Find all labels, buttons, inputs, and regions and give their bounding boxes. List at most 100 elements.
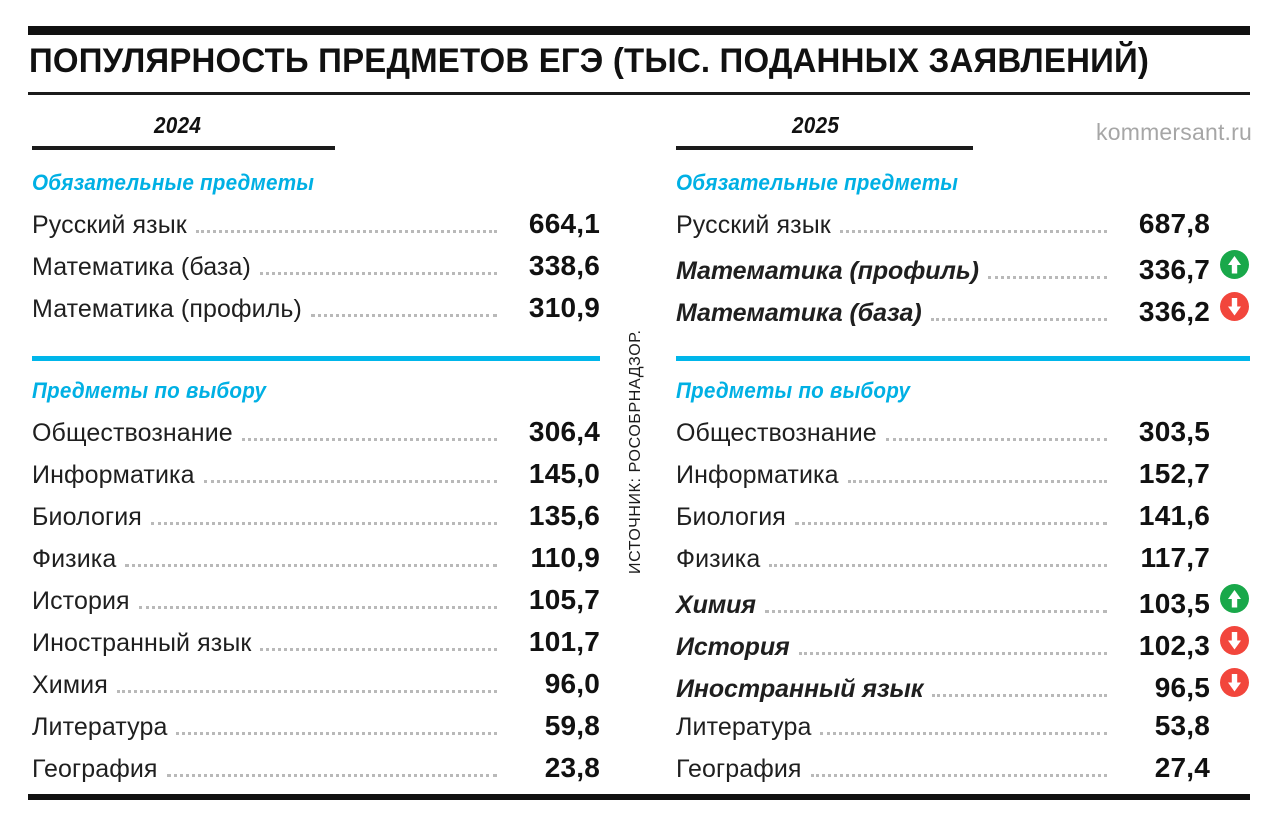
subject-value: 59,8 [544,710,600,741]
subject-value: 306,4 [528,416,600,447]
row-list: Обществознание 306,4 Информатика 145,0 Биоло… [32,416,600,794]
section-optional-2025: Предметы по выбору Обществознание 303,5 Ин… [676,378,1250,794]
subject-label: Иностранный язык [676,675,924,703]
row-list: Обществознание 303,5 Информатика 152,7 Биоло… [676,416,1250,794]
dotted-leader [195,230,497,233]
table-row: Информатика 152,7 [676,458,1250,500]
dotted-leader [166,774,497,777]
table-row: Обществознание 306,4 [32,416,600,458]
table-row: Иностранный язык 96,5 [676,668,1250,710]
dotted-leader [176,732,497,735]
subject-value: 310,9 [528,292,600,323]
subject-label: Математика (база) [676,299,922,327]
dotted-leader [847,480,1107,483]
trend-cell [1210,292,1250,321]
column-2024: 2024 Обязательные предметы Русский язык 6… [32,112,600,794]
subject-label: Литература [676,713,812,741]
subject-value: 664,1 [528,208,600,239]
dotted-leader [885,438,1107,441]
subject-value: 117,7 [1140,542,1210,573]
bottom-rule [28,794,1250,800]
subject-label: Математика (профиль) [676,257,979,285]
subject-label: Биология [676,503,786,531]
year-underline [676,146,973,150]
table-row: Иностранный язык 101,7 [32,626,600,668]
dotted-leader [260,648,497,651]
arrow-up-icon [1220,250,1249,279]
subject-label: Иностранный язык [32,629,252,657]
subject-value: 141,6 [1138,500,1210,531]
dotted-leader [932,694,1107,697]
table-row: Математика (база) 336,2 [676,292,1250,334]
subject-label: Химия [32,671,108,699]
year-header-2024: 2024 [32,112,600,153]
table-row: География 27,4 [676,752,1250,794]
table-row: Информатика 145,0 [32,458,600,500]
table-row: Русский язык 664,1 [32,208,600,250]
dotted-leader [764,610,1107,613]
subject-label: Обществознание [32,419,233,447]
trend-cell [1210,584,1250,613]
subject-label: Русский язык [676,211,831,239]
table-row: Биология 135,6 [32,500,600,542]
dotted-leader [259,272,497,275]
table-row: География 23,8 [32,752,600,794]
subject-value: 23,8 [544,752,600,783]
dotted-leader [820,732,1107,735]
column-2025: 2025 Обязательные предметы Русский язык 6… [676,112,1250,794]
table-row: Русский язык 687,8 [676,208,1250,250]
page-title: ПОПУЛЯРНОСТЬ ПРЕДМЕТОВ ЕГЭ (ТЫС. ПОДАННЫ… [29,42,1150,80]
subject-value: 101,7 [528,626,600,657]
subject-label: Русский язык [32,211,187,239]
trend-cell [1210,668,1250,697]
subject-value: 96,5 [1154,672,1210,703]
table-row: Литература 59,8 [32,710,600,752]
row-list: Русский язык 664,1 Математика (база) 338,6 М… [32,208,600,334]
subject-value: 303,5 [1138,416,1210,447]
subject-value: 336,2 [1138,296,1210,327]
row-list: Русский язык 687,8 Математика (профиль) 336… [676,208,1250,334]
title-underline-rule [28,92,1250,95]
dotted-leader [839,230,1107,233]
subject-label: Физика [32,545,117,573]
subject-label: Информатика [32,461,195,489]
dotted-leader [987,276,1107,279]
subject-value: 110,9 [530,542,600,573]
subject-value: 96,0 [544,668,600,699]
arrow-down-icon [1220,668,1249,697]
table-row: Химия 103,5 [676,584,1250,626]
subject-label: Биология [32,503,142,531]
subject-label: География [32,755,158,783]
subject-label: Литература [32,713,168,741]
section-title: Предметы по выбору [676,378,911,403]
subject-label: География [676,755,802,783]
subject-value: 105,7 [528,584,600,615]
year-label: 2025 [792,112,840,138]
subject-label: Информатика [676,461,839,489]
table-row: Физика 110,9 [32,542,600,584]
trend-cell [1210,250,1250,279]
subject-value: 336,7 [1138,254,1210,285]
table-row: Химия 96,0 [32,668,600,710]
table-row: История 102,3 [676,626,1250,668]
section-divider [32,356,600,361]
table-row: Математика (база) 338,6 [32,250,600,292]
dotted-leader [810,774,1107,777]
arrow-down-icon [1220,626,1249,655]
subject-value: 102,3 [1138,630,1210,661]
subject-value: 103,5 [1138,588,1210,619]
table-row: Физика 117,7 [676,542,1250,584]
section-mandatory-2025: Обязательные предметы Русский язык 687,8 М… [676,170,1250,334]
section-title: Обязательные предметы [32,170,315,195]
subject-value: 135,6 [528,500,600,531]
subject-value: 338,6 [528,250,600,281]
dotted-leader [116,690,497,693]
subject-label: Химия [676,591,756,619]
dotted-leader [203,480,497,483]
year-header-2025: 2025 [676,112,1250,153]
arrow-up-icon [1220,584,1249,613]
subject-value: 53,8 [1154,710,1210,741]
dotted-leader [241,438,497,441]
subject-value: 27,4 [1154,752,1210,783]
year-underline [32,146,335,150]
